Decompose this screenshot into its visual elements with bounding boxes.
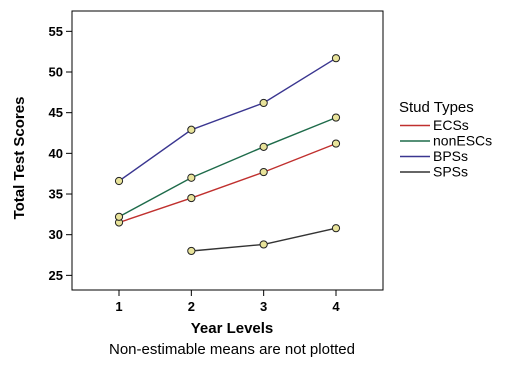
x-axis-title: Year Levels (191, 320, 274, 337)
data-markers (114, 54, 341, 256)
y-tick-label: 25 (49, 268, 63, 283)
legend-title: Stud Types (399, 99, 474, 116)
y-tick-label: 45 (49, 105, 63, 120)
data-point-BPSs (259, 98, 268, 108)
data-point-BPSs (114, 176, 124, 186)
legend-label: ECSs (433, 117, 469, 133)
data-point-ECSs (331, 139, 341, 148)
series-lines (118, 57, 337, 252)
legend-label: BPSs (433, 148, 468, 164)
y-tick-label: 35 (49, 187, 63, 202)
series-line-BPSs (118, 57, 337, 182)
data-point-SPSs (259, 240, 268, 249)
x-tick-label: 3 (260, 299, 267, 314)
y-axis-title: Total Test Scores (11, 97, 28, 220)
y-tick-label: 55 (49, 24, 63, 39)
series-line-nonESCs (118, 116, 337, 218)
legend-label: nonESCs (433, 133, 492, 149)
y-tick-label: 50 (49, 65, 63, 80)
data-point-nonESCs (187, 173, 196, 182)
y-tick-label: 40 (49, 146, 63, 161)
data-point-nonESCs (259, 142, 268, 151)
footnote: Non-estimable means are not plotted (109, 341, 355, 358)
data-point-BPSs (187, 125, 196, 134)
x-tick-label: 2 (188, 299, 195, 314)
data-point-ECSs (259, 167, 268, 177)
plot-frame (71, 10, 384, 291)
x-tick-label: 4 (332, 299, 340, 314)
legend-label: SPSs (433, 164, 468, 180)
data-point-ECSs (187, 193, 196, 203)
data-point-nonESCs (331, 113, 341, 122)
series-line-ECSs (118, 142, 337, 224)
data-point-SPSs (331, 224, 341, 233)
data-point-nonESCs (114, 212, 124, 221)
x-tick-label: 1 (115, 299, 122, 314)
data-point-SPSs (187, 246, 196, 256)
axes: 25 30 35 40 45 50 55 1 2 3 4 (49, 10, 384, 314)
data-point-BPSs (331, 54, 341, 63)
y-tick-label: 30 (49, 227, 63, 242)
